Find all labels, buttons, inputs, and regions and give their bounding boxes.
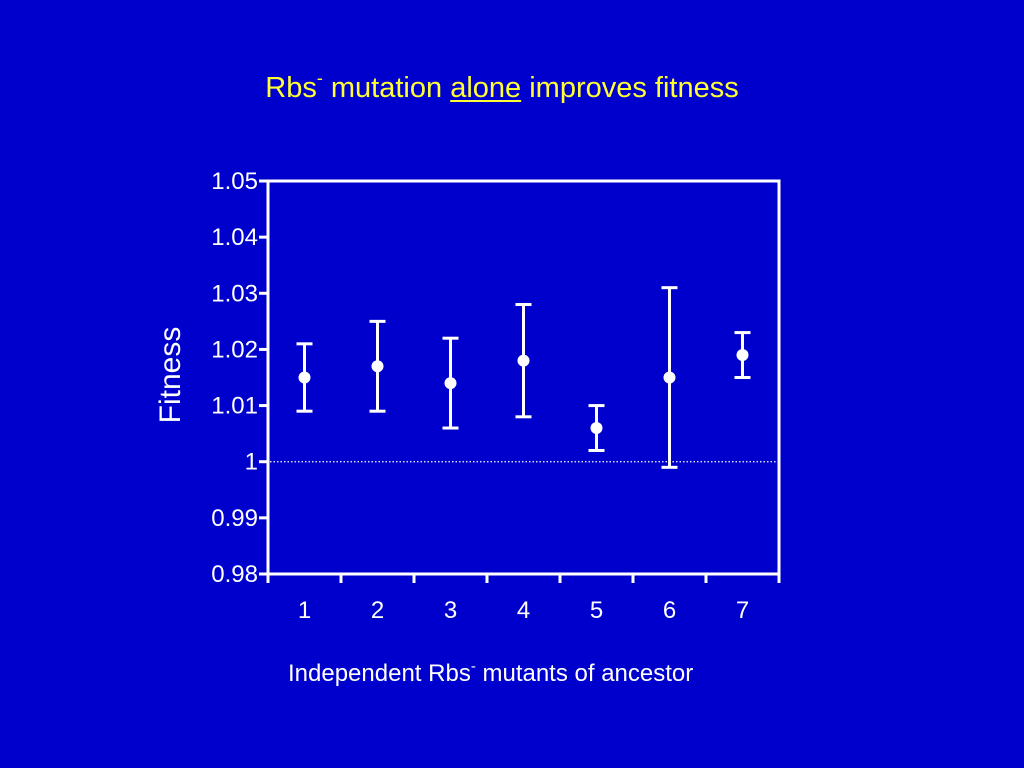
x-tick-label: 2 xyxy=(371,597,384,624)
error-bars xyxy=(296,286,751,469)
x-tick-label: 1 xyxy=(298,597,311,624)
data-point xyxy=(736,349,749,362)
plot-frame xyxy=(266,179,781,576)
y-tick-label: 0.98 xyxy=(211,561,258,588)
title-middle: mutation xyxy=(322,72,451,104)
x-axis: 1 2 3 4 5 6 7 xyxy=(266,574,781,624)
x-tick-label: 5 xyxy=(590,597,603,624)
x-tick-label: 4 xyxy=(517,597,530,624)
slide-title: Rbs- mutation alone improves fitness xyxy=(0,68,1004,105)
y-tick-label: 0.99 xyxy=(211,505,258,532)
x-tick-label: 7 xyxy=(736,597,749,624)
y-tick-label: 1.03 xyxy=(211,280,258,307)
data-point xyxy=(298,371,311,384)
y-axis-label: Fitness xyxy=(154,327,187,424)
plot-border xyxy=(266,179,781,576)
y-tick-label: 1 xyxy=(245,449,258,476)
data-point xyxy=(590,422,603,435)
title-emphasis: alone xyxy=(450,72,522,104)
data-points xyxy=(298,349,749,435)
data-point xyxy=(371,360,384,373)
xlabel-superscript: - xyxy=(470,658,476,675)
xlabel-suffix: mutants of ancestor xyxy=(475,660,694,687)
x-tick-label: 6 xyxy=(663,597,676,624)
data-point xyxy=(663,371,676,384)
y-tick-label: 1.01 xyxy=(211,393,258,420)
xlabel-prefix: Independent Rbs xyxy=(288,660,471,687)
y-axis: 0.98 0.99 1 1.01 1.02 1.03 1.04 1.05 xyxy=(211,168,268,588)
x-axis-label: Independent Rbs- mutants of ancestor xyxy=(288,658,778,688)
x-tick-label: 3 xyxy=(444,597,457,624)
data-point xyxy=(444,377,457,390)
y-tick-label: 1.04 xyxy=(211,224,258,251)
y-tick-label: 1.02 xyxy=(211,336,258,363)
title-prefix: Rbs xyxy=(265,72,317,104)
y-tick-label: 1.05 xyxy=(211,168,258,195)
title-superscript: - xyxy=(316,68,323,88)
data-point xyxy=(517,354,530,367)
title-suffix: improves fitness xyxy=(521,72,739,104)
